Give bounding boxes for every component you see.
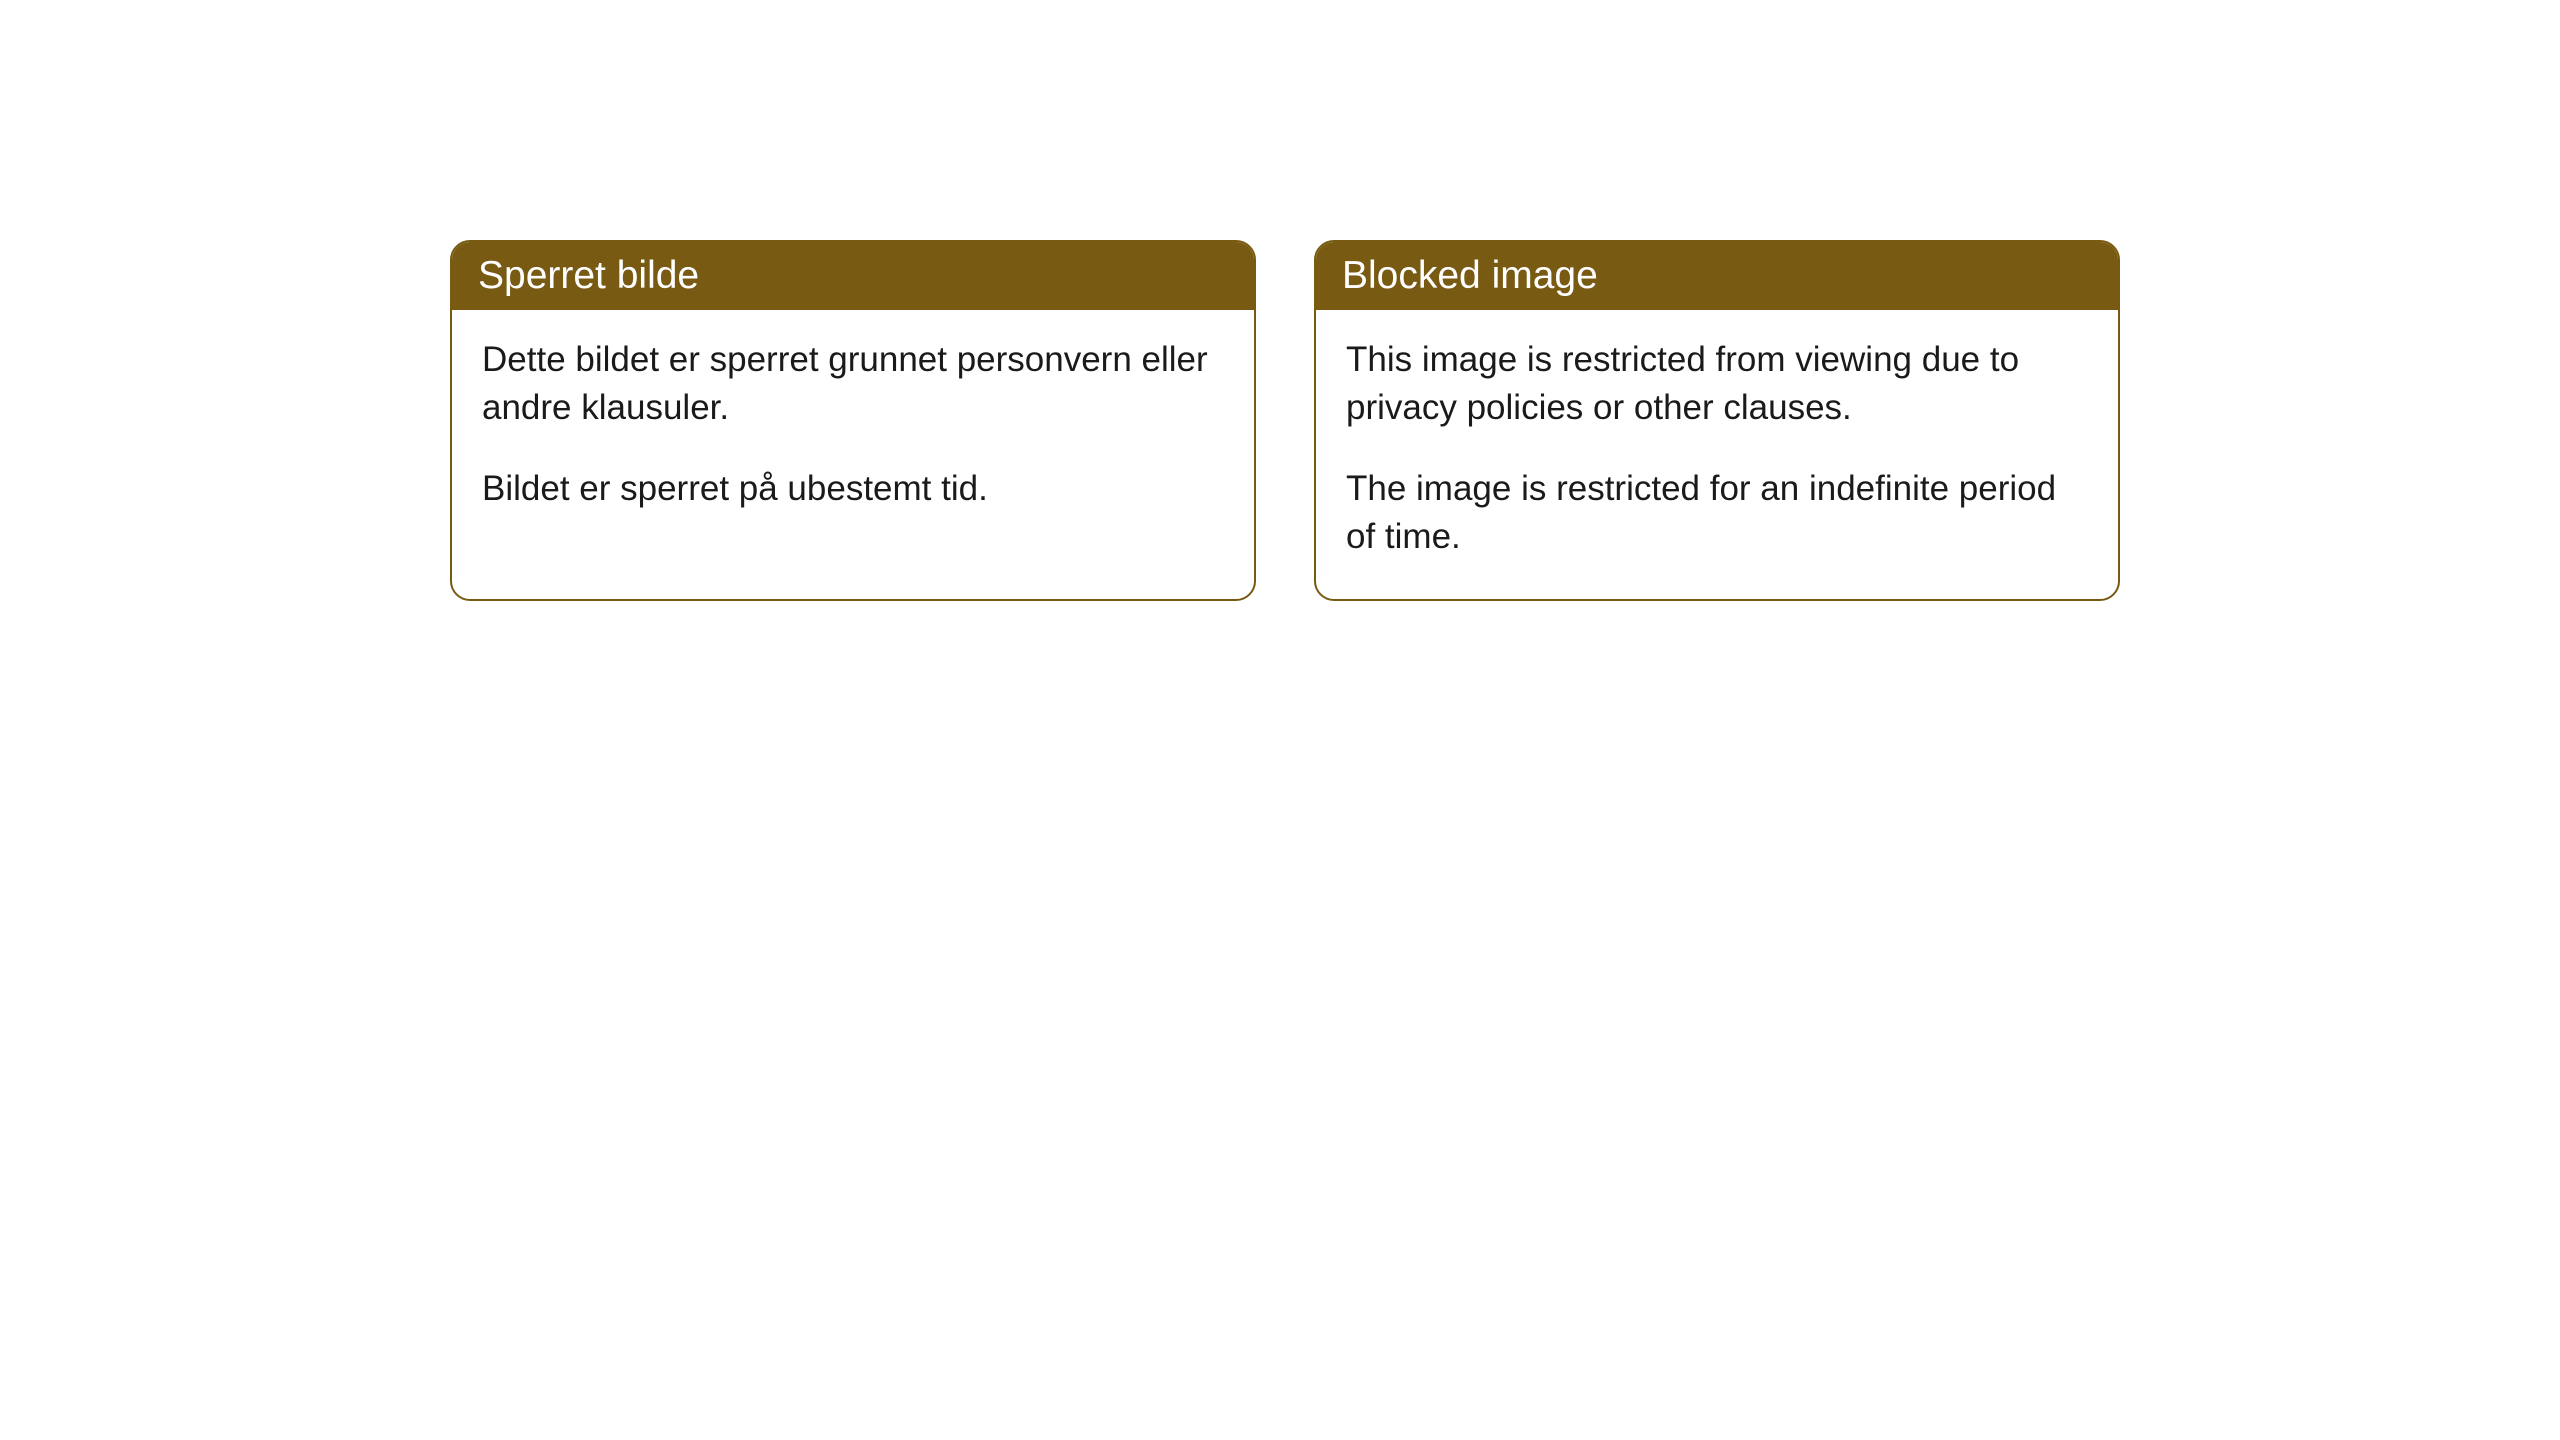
card-paragraph: This image is restricted from viewing du… <box>1346 336 2088 433</box>
card-header: Blocked image <box>1316 242 2118 310</box>
notice-cards-container: Sperret bilde Dette bildet er sperret gr… <box>450 240 2560 601</box>
card-paragraph: Dette bildet er sperret grunnet personve… <box>482 336 1224 433</box>
card-header: Sperret bilde <box>452 242 1254 310</box>
notice-card-norwegian: Sperret bilde Dette bildet er sperret gr… <box>450 240 1256 601</box>
notice-card-english: Blocked image This image is restricted f… <box>1314 240 2120 601</box>
card-body: Dette bildet er sperret grunnet personve… <box>452 310 1254 551</box>
card-paragraph: Bildet er sperret på ubestemt tid. <box>482 465 1224 513</box>
card-title: Sperret bilde <box>478 254 699 297</box>
card-title: Blocked image <box>1342 254 1598 297</box>
card-paragraph: The image is restricted for an indefinit… <box>1346 465 2088 562</box>
card-body: This image is restricted from viewing du… <box>1316 310 2118 599</box>
